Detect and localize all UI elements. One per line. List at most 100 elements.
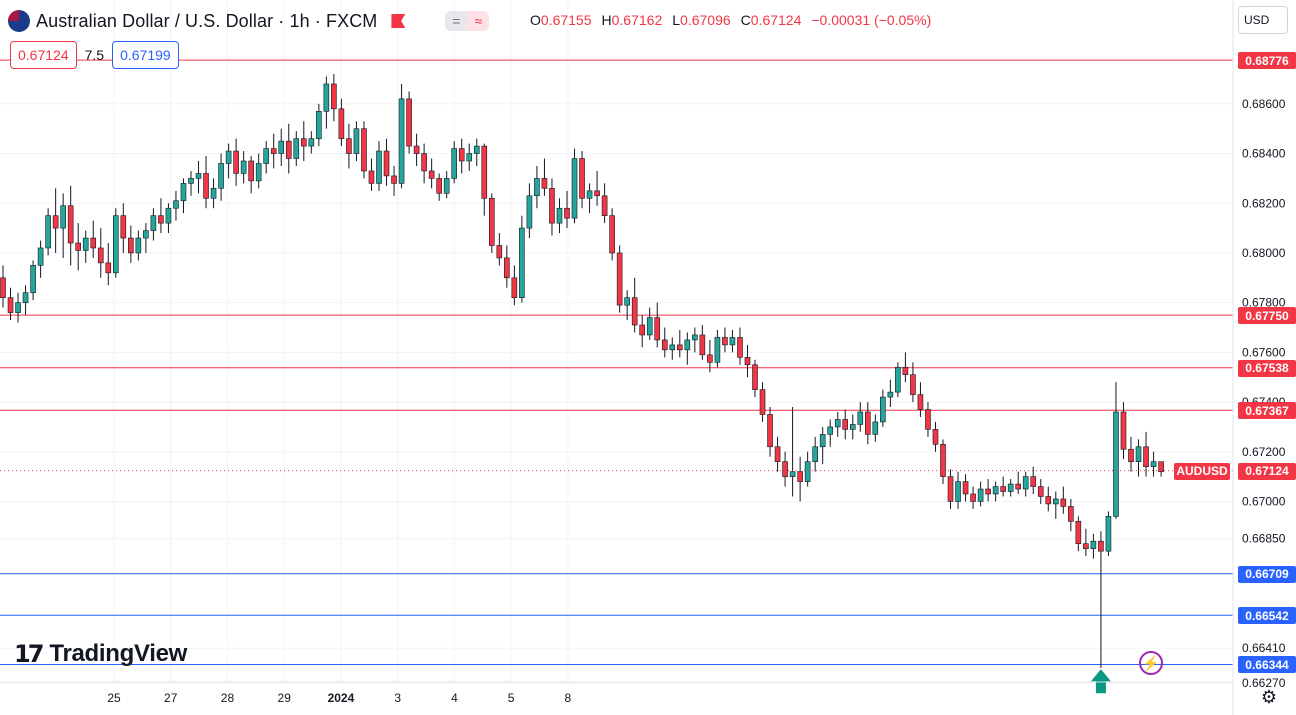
candle-body <box>564 207 570 219</box>
candle-body <box>992 486 999 495</box>
candle <box>722 327 728 353</box>
candle <box>797 456 803 502</box>
price-tick-label: 0.68600 <box>1242 97 1286 111</box>
currency-select[interactable]: USD <box>1238 6 1288 34</box>
candle-body <box>203 173 209 199</box>
candle-body <box>285 140 292 159</box>
equals-icon[interactable]: = <box>445 11 468 31</box>
candle-body <box>684 339 691 351</box>
candle-body <box>195 173 202 179</box>
candle <box>368 158 375 191</box>
candle <box>646 307 653 340</box>
candle <box>872 414 879 442</box>
candle-body <box>255 163 262 182</box>
candle <box>188 170 194 196</box>
candle <box>571 148 578 224</box>
tradingview-logo[interactable]: 17 TradingView <box>14 640 187 668</box>
sell-button[interactable]: 0.67124 <box>10 41 77 69</box>
time-tick-label: 25 <box>107 691 121 705</box>
candle <box>744 344 751 378</box>
candle-body <box>496 245 503 259</box>
candle-body <box>331 83 337 110</box>
candle-body <box>609 215 615 254</box>
candle-body <box>143 230 149 239</box>
candle-body <box>571 158 578 219</box>
candle-body <box>910 374 916 395</box>
candle <box>526 183 533 239</box>
candle-body <box>812 446 818 462</box>
candle <box>248 156 254 194</box>
candle-body <box>631 297 638 326</box>
candle-body <box>699 334 706 356</box>
spread-value: 7.5 <box>84 47 105 63</box>
candle <box>714 329 721 368</box>
candle-body <box>75 242 81 251</box>
candle <box>864 402 871 445</box>
candle <box>759 382 766 422</box>
candle <box>504 245 510 288</box>
candle-body <box>37 247 44 266</box>
candle-body <box>90 237 97 249</box>
candle-body <box>744 357 751 366</box>
candle <box>7 287 14 321</box>
candle-body <box>263 148 270 164</box>
candle-body <box>421 153 427 172</box>
candle <box>346 123 352 169</box>
candle-body <box>864 411 871 435</box>
candle-body <box>1075 521 1082 544</box>
candle-body <box>428 170 435 179</box>
candle-body <box>1083 543 1089 549</box>
candle <box>767 407 773 457</box>
candle-body <box>466 153 473 162</box>
candle <box>428 158 435 189</box>
candle-body <box>925 409 931 430</box>
candle-body <box>947 476 954 502</box>
candle-body <box>45 215 51 249</box>
candle <box>338 98 345 147</box>
candle-body <box>511 277 518 298</box>
bolt-icon[interactable]: ⚡ <box>1139 651 1163 675</box>
time-tick-label: 5 <box>508 691 515 705</box>
candle-body <box>1022 476 1029 490</box>
candle <box>82 230 89 263</box>
gear-icon[interactable]: ⚙ <box>1260 686 1278 707</box>
flag-marker-icon[interactable] <box>391 14 406 28</box>
candle <box>639 315 646 348</box>
candle-body <box>248 160 254 182</box>
candle-body <box>323 83 330 112</box>
candle-body <box>1158 461 1164 472</box>
candle-body <box>970 493 976 502</box>
approx-icon[interactable]: ≈ <box>467 11 490 31</box>
candle <box>90 220 97 258</box>
time-tick-label: 8 <box>565 691 572 705</box>
candle-body <box>549 188 555 224</box>
candle-body <box>759 389 766 415</box>
candle <box>466 143 473 171</box>
candle <box>631 277 638 333</box>
candle-body <box>692 334 698 341</box>
candle-body <box>1068 506 1074 522</box>
price-level-label: 0.66542 <box>1238 607 1296 625</box>
price-tick-label: 0.67600 <box>1242 345 1286 359</box>
candle <box>977 481 984 507</box>
candle <box>609 208 615 261</box>
candle <box>541 158 548 196</box>
candle-body <box>105 262 112 274</box>
time-tick-label: 29 <box>278 691 292 705</box>
candle <box>594 170 600 206</box>
candle-body <box>180 183 187 202</box>
compare-pill[interactable]: = ≈ <box>445 11 490 31</box>
open-label: O <box>530 12 541 28</box>
symbol-title[interactable]: Australian Dollar / U.S. Dollar · 1h · F… <box>36 10 378 31</box>
candle-body <box>962 481 969 495</box>
candle-body <box>1007 483 1014 492</box>
candle-body <box>887 391 894 398</box>
candle-body <box>504 257 510 279</box>
candle <box>158 198 164 234</box>
candle-body <box>368 170 375 184</box>
candle-body <box>481 145 488 199</box>
candle <box>225 143 232 179</box>
buy-button[interactable]: 0.67199 <box>112 41 179 69</box>
candle-body <box>880 396 886 423</box>
